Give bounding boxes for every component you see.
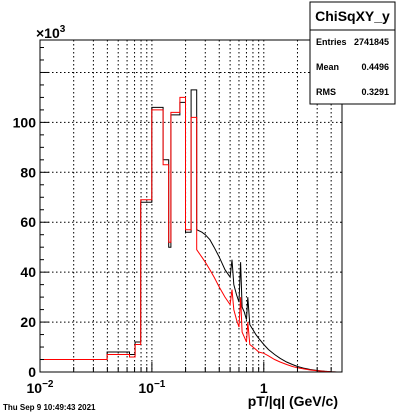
- y-tick-label: 0: [28, 364, 36, 380]
- y-multiplier: ×103: [36, 24, 66, 41]
- y-tick-label: 20: [20, 314, 36, 330]
- y-tick-label: 60: [20, 214, 36, 230]
- x-axis-title: pT/|q| (GeV/c): [248, 393, 338, 409]
- x-tick-label: 10−2: [27, 379, 54, 396]
- stats-entries-label: Entries: [316, 37, 347, 47]
- plot-frame: [39, 39, 343, 373]
- x-tick-label: 10−1: [138, 379, 165, 396]
- series-group: [40, 89, 337, 373]
- stats-box: ChiSqXY_y Entries 2741845 Mean 0.4496 RM…: [309, 1, 396, 105]
- stats-box-frame: [309, 1, 396, 105]
- y-tick-label: 80: [20, 164, 36, 180]
- tick-labels: 0 20 40 60 80 100 10−2 10−1 1: [13, 114, 268, 396]
- stats-title: ChiSqXY_y: [315, 8, 390, 24]
- x-tick-label: 1: [260, 380, 268, 396]
- y-tick-label: 40: [20, 264, 36, 280]
- ticks: [39, 46, 343, 373]
- stats-rms-label: RMS: [316, 87, 336, 97]
- stats-rms-value: 0.3291: [361, 87, 389, 97]
- stats-entries-value: 2741845: [354, 37, 389, 47]
- series-line-2: [40, 96, 337, 373]
- stats-mean-label: Mean: [316, 62, 339, 72]
- stats-mean-value: 0.4496: [361, 62, 389, 72]
- footer-timestamp: Thu Sep 9 10:49:43 2021: [3, 403, 96, 412]
- y-tick-label: 100: [13, 114, 37, 130]
